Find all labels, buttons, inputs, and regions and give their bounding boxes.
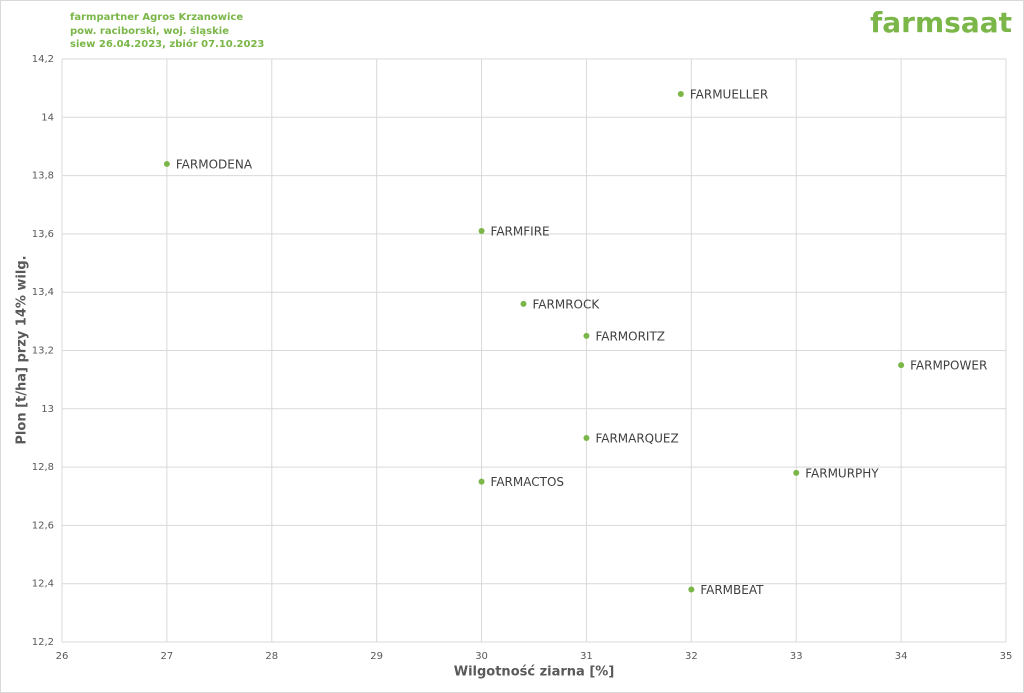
y-tick-label: 13,8 <box>32 171 54 182</box>
header-line: pow. raciborski, woj. śląskie <box>70 25 229 37</box>
x-tick-label: 33 <box>790 651 803 662</box>
x-tick-label: 32 <box>685 651 698 662</box>
header-line: siew 26.04.2023, zbiór 07.10.2023 <box>70 38 264 50</box>
y-tick-label: 13 <box>41 404 54 415</box>
point <box>478 478 485 485</box>
logo: farmsaat <box>870 6 1012 39</box>
y-tick-label: 12,6 <box>32 520 54 531</box>
y-tick-label: 12,4 <box>32 579 54 590</box>
point <box>677 90 684 97</box>
point-label: FARMUELLER <box>690 87 768 101</box>
point-label: FARMPOWER <box>910 359 987 373</box>
x-tick-label: 35 <box>1000 651 1013 662</box>
point-label: FARMBEAT <box>700 583 764 597</box>
point-label: FARMROCK <box>533 297 601 311</box>
point-label: FARMORITZ <box>595 329 665 343</box>
point-label: FARMARQUEZ <box>595 431 678 445</box>
x-tick-label: 26 <box>56 651 69 662</box>
point <box>898 362 905 369</box>
point <box>583 332 590 339</box>
y-tick-label: 14,2 <box>32 54 54 65</box>
x-tick-label: 29 <box>370 651 383 662</box>
y-tick-label: 13,6 <box>32 229 54 240</box>
y-tick-label: 12,8 <box>32 462 54 473</box>
x-tick-label: 31 <box>580 651 593 662</box>
point <box>163 160 170 167</box>
point <box>583 434 590 441</box>
header-line: farmpartner Agros Krzanowice <box>70 12 243 23</box>
x-tick-label: 28 <box>265 651 278 662</box>
point <box>688 586 695 593</box>
x-tick-label: 34 <box>895 651 908 662</box>
y-tick-label: 13,4 <box>32 287 54 298</box>
y-tick-label: 13,2 <box>32 346 54 357</box>
y-tick-label: 12,2 <box>32 637 54 648</box>
x-axis-title: Wilgotność ziarna [%] <box>454 665 615 680</box>
point <box>478 227 485 234</box>
x-tick-label: 27 <box>161 651 174 662</box>
point <box>793 469 800 476</box>
x-tick-label: 30 <box>475 651 488 662</box>
y-axis-title: Plon [t/ha] przy 14% wilg. <box>15 255 30 444</box>
point-label: FARMFIRE <box>491 224 550 238</box>
y-tick-label: 14 <box>41 112 54 123</box>
point-label: FARMURPHY <box>805 466 879 480</box>
point-label: FARMACTOS <box>491 475 564 489</box>
point-label: FARMODENA <box>176 157 253 171</box>
point <box>520 300 527 307</box>
